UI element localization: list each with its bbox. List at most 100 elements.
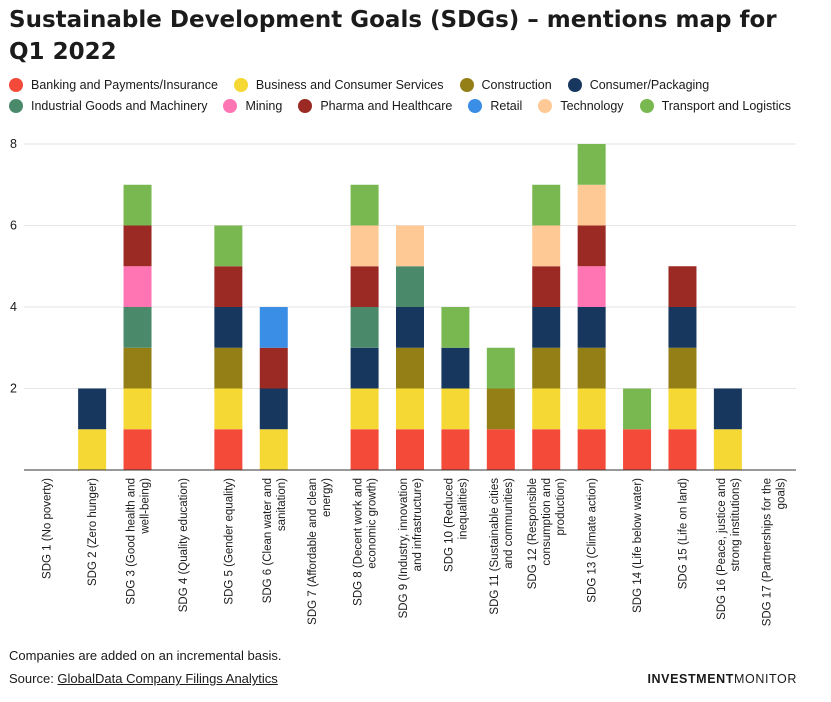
x-tick-label: strong institutions): [730, 478, 742, 571]
footnote: Companies are added on an incremental ba…: [9, 648, 282, 663]
bar-segment: [350, 388, 379, 430]
bar-segment: [259, 347, 288, 389]
bar-segment: [532, 184, 561, 226]
legend-label: Consumer/Packaging: [589, 77, 710, 92]
legend-item: Technology: [538, 98, 624, 113]
legend-swatch: [459, 77, 474, 92]
legend-item: Transport and Logistics: [639, 98, 791, 113]
x-tick-label: energy): [321, 478, 333, 517]
x-tick-label: SDG 6 (Clean water and: [262, 478, 274, 603]
bar-segment: [123, 266, 152, 307]
x-tick-label: SDG 8 (Decent work and: [353, 478, 365, 606]
x-tick-label: SDG 3 (Good health and: [126, 478, 138, 605]
x-tick-label: consumption and: [541, 478, 553, 566]
bar-segment: [350, 429, 379, 470]
bar-segment: [214, 225, 243, 267]
x-tick-label: SDG 14 (Life below water): [632, 478, 644, 613]
bar-segment: [532, 307, 561, 348]
bar-segment: [577, 388, 606, 430]
brand-part-2: MONITOR: [734, 672, 797, 686]
bar-segment: [532, 347, 561, 389]
bar-segment: [396, 388, 424, 430]
bar-segment: [532, 266, 561, 307]
bar-segment: [214, 266, 243, 307]
source-link[interactable]: GlobalData Company Filings Analytics: [57, 671, 278, 686]
bar-segment: [577, 266, 606, 307]
y-tick-label: 6: [10, 219, 17, 233]
legend-swatch: [9, 77, 23, 92]
x-tick-label: inequalities): [457, 478, 469, 540]
bar-segment: [668, 429, 697, 470]
legend: Banking and Payments/Insurance Business a…: [9, 74, 809, 116]
bar-segment: [577, 184, 606, 226]
bar-segment: [214, 429, 243, 470]
legend-row-2: Industrial Goods and Machinery Mining Phar…: [9, 95, 809, 116]
bar-segment: [123, 388, 152, 430]
bar-segment: [532, 429, 561, 470]
legend-swatch: [567, 77, 582, 92]
legend-label: Pharma and Healthcare: [320, 98, 453, 113]
bar-segment: [441, 388, 470, 430]
legend-swatch: [223, 98, 238, 113]
source-line: Source: GlobalData Company Filings Analy…: [9, 671, 278, 686]
bar-segment: [123, 307, 152, 348]
bar-segment: [668, 266, 697, 307]
bar-segment: [713, 388, 742, 430]
bar-segment: [396, 225, 424, 267]
brand-part-1: INVESTMENT: [647, 672, 734, 686]
x-tick-label: and communities): [503, 478, 515, 569]
bar-segment: [396, 347, 424, 389]
bar-segment: [623, 429, 652, 470]
legend-item: Consumer/Packaging: [567, 77, 710, 92]
bar-segment: [577, 347, 606, 389]
bar-segment: [486, 347, 515, 389]
bar-segment: [259, 388, 288, 430]
bar-segment: [350, 184, 379, 226]
legend-swatch: [298, 98, 313, 113]
x-tick-label: sanitation): [276, 478, 288, 531]
legend-label: Banking and Payments/Insurance: [31, 77, 218, 92]
bar-segment: [441, 429, 470, 470]
x-tick-label: SDG 16 (Peace, justice and: [716, 478, 728, 620]
legend-swatch: [233, 77, 248, 92]
x-tick-label: SDG 10 (Reduced: [443, 478, 455, 572]
bar-segment: [532, 225, 561, 267]
bar-segment: [123, 429, 152, 470]
bar-segment: [350, 347, 379, 389]
bar-segment: [577, 225, 606, 267]
legend-item: Banking and Payments/Insurance: [9, 77, 218, 92]
bar-segment: [123, 184, 152, 226]
bar-segment: [577, 144, 606, 185]
bar-segment: [214, 388, 243, 430]
x-tick-label: and infrastructure): [412, 478, 424, 571]
bar-segment: [123, 347, 152, 389]
x-tick-label: well-being): [140, 478, 152, 535]
bar-segment: [123, 225, 152, 267]
legend-label: Mining: [245, 98, 283, 113]
source-prefix: Source:: [9, 671, 58, 686]
bar-segment: [577, 429, 606, 470]
bar-segment: [486, 429, 515, 470]
bar-segment: [668, 307, 697, 348]
bar-segment: [396, 429, 424, 470]
x-tick-label: goals): [775, 478, 787, 509]
bar-segment: [259, 307, 288, 348]
x-tick-label: SDG 12 (Responsible: [527, 478, 539, 589]
legend-label: Industrial Goods and Machinery: [31, 98, 208, 113]
bar-segment: [623, 388, 652, 430]
legend-row-1: Banking and Payments/Insurance Business a…: [9, 74, 809, 95]
brand-logo: INVESTMENTMONITOR: [647, 672, 797, 686]
legend-label: Business and Consumer Services: [255, 77, 444, 92]
legend-item: Industrial Goods and Machinery: [9, 98, 208, 113]
y-tick-label: 4: [10, 300, 17, 314]
legend-label: Technology: [560, 98, 624, 113]
bar-segment: [532, 388, 561, 430]
legend-swatch: [9, 98, 23, 113]
x-tick-label: SDG 17 (Partnerships for the: [761, 478, 773, 626]
bar-segment: [441, 347, 470, 389]
legend-item: Business and Consumer Services: [233, 77, 444, 92]
bar-segment: [668, 347, 697, 389]
x-tick-label: SDG 15 (Life on land): [677, 478, 689, 589]
y-tick-label: 8: [10, 137, 17, 151]
bar-segment: [78, 388, 107, 430]
